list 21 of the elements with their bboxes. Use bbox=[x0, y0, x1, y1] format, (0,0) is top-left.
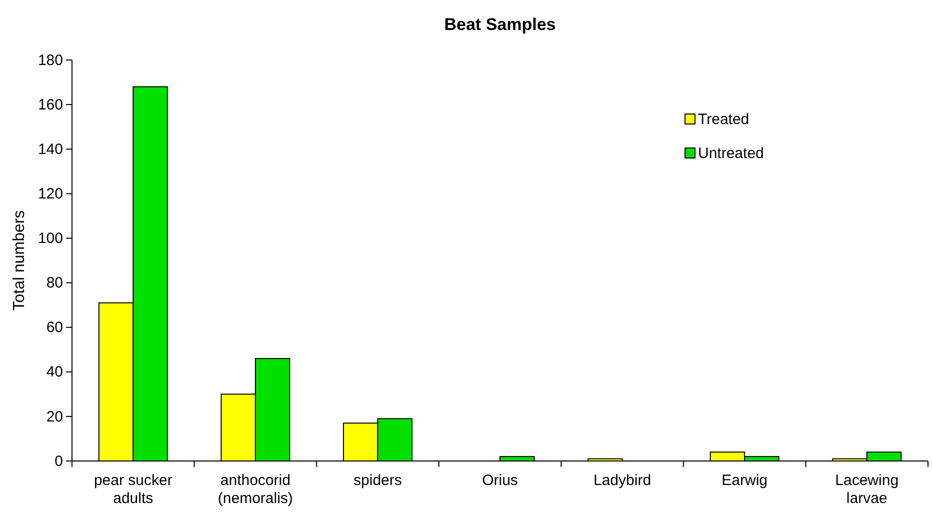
x-tick-label: anthocorid (nemoralis) bbox=[218, 472, 293, 507]
y-tick-label: 160 bbox=[38, 96, 63, 114]
y-tick-label: 80 bbox=[46, 274, 63, 292]
y-tick-label: 0 bbox=[54, 452, 63, 470]
x-tick-label: Orius bbox=[482, 472, 518, 489]
x-tick-label: spiders bbox=[354, 472, 402, 489]
y-tick-label: 140 bbox=[38, 140, 63, 158]
legend-label: Treated bbox=[698, 111, 750, 128]
legend-label: Untreated bbox=[698, 145, 764, 162]
x-tick-label: Lacewing larvae bbox=[835, 472, 899, 507]
chart-title: Beat Samples bbox=[444, 15, 556, 34]
x-tick-label: Ladybird bbox=[594, 472, 652, 489]
y-tick-label: 100 bbox=[38, 230, 63, 248]
y-tick-label: 180 bbox=[38, 52, 63, 69]
y-tick-label: 20 bbox=[46, 408, 63, 426]
y-axis-title: Total numbers bbox=[11, 210, 28, 311]
x-tick-label: pear sucker adults bbox=[94, 472, 172, 507]
y-tick-label: 60 bbox=[46, 319, 63, 336]
x-tick-label: Earwig bbox=[722, 472, 768, 489]
y-tick-label: 120 bbox=[38, 185, 63, 202]
y-tick-label: 40 bbox=[46, 364, 63, 381]
